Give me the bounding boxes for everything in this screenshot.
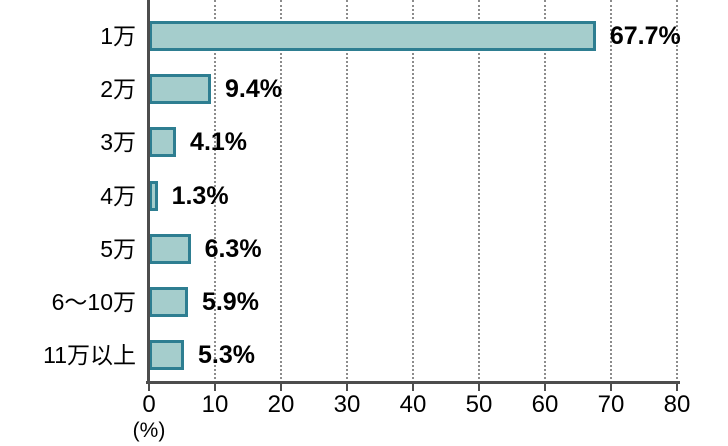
x-tick-mark <box>148 383 150 391</box>
x-tick-mark <box>280 383 282 391</box>
x-tick-label: 0 <box>142 391 156 418</box>
plot-area: 67.7% 9.4% 4.1% 1.3% 6.3% 5.9% 5.3% <box>149 0 681 383</box>
x-tick-mark <box>544 383 546 391</box>
category-label: 6〜10万 <box>51 289 136 315</box>
x-tick-label: 30 <box>333 391 361 418</box>
x-tick-mark <box>412 383 414 391</box>
gridline-50 <box>478 0 480 383</box>
value-label: 4.1% <box>190 128 248 156</box>
gridline-10 <box>214 0 216 383</box>
value-label: 5.3% <box>197 341 255 369</box>
bar <box>149 127 177 157</box>
category-label: 11万以上 <box>43 342 136 368</box>
x-axis-line <box>146 381 680 384</box>
value-label: 67.7% <box>609 22 681 50</box>
x-tick-label: 20 <box>267 391 295 418</box>
category-label: 2万 <box>100 76 136 102</box>
x-axis-unit-label: (%) <box>132 419 166 442</box>
gridline-70 <box>610 0 612 383</box>
x-tick-mark <box>478 383 480 391</box>
category-label: 4万 <box>100 183 136 209</box>
bar <box>149 234 191 264</box>
x-tick-mark <box>610 383 612 391</box>
gridline-40 <box>412 0 414 383</box>
x-tick-label: 60 <box>531 391 559 418</box>
bar <box>149 287 188 317</box>
gridline-20 <box>280 0 282 383</box>
gridline-80 <box>676 0 678 383</box>
category-label: 3万 <box>100 129 136 155</box>
value-label: 6.3% <box>204 235 262 263</box>
bar <box>149 21 596 51</box>
category-label: 1万 <box>100 23 136 49</box>
category-label: 5万 <box>100 236 136 262</box>
x-tick-mark <box>214 383 216 391</box>
value-label: 1.3% <box>171 182 229 210</box>
bar <box>149 74 212 104</box>
x-tick-label: 80 <box>663 391 691 418</box>
x-tick-mark <box>676 383 678 391</box>
x-tick-label: 70 <box>597 391 625 418</box>
x-tick-label: 10 <box>201 391 229 418</box>
x-tick-label: 50 <box>465 391 493 418</box>
bar <box>149 340 184 370</box>
x-tick-mark <box>346 383 348 391</box>
x-tick-label: 40 <box>399 391 427 418</box>
gridline-60 <box>544 0 546 383</box>
bar <box>149 181 158 211</box>
gridline-30 <box>346 0 348 383</box>
value-label: 9.4% <box>225 75 283 103</box>
value-label: 5.9% <box>201 288 259 316</box>
y-axis-line <box>147 0 150 384</box>
